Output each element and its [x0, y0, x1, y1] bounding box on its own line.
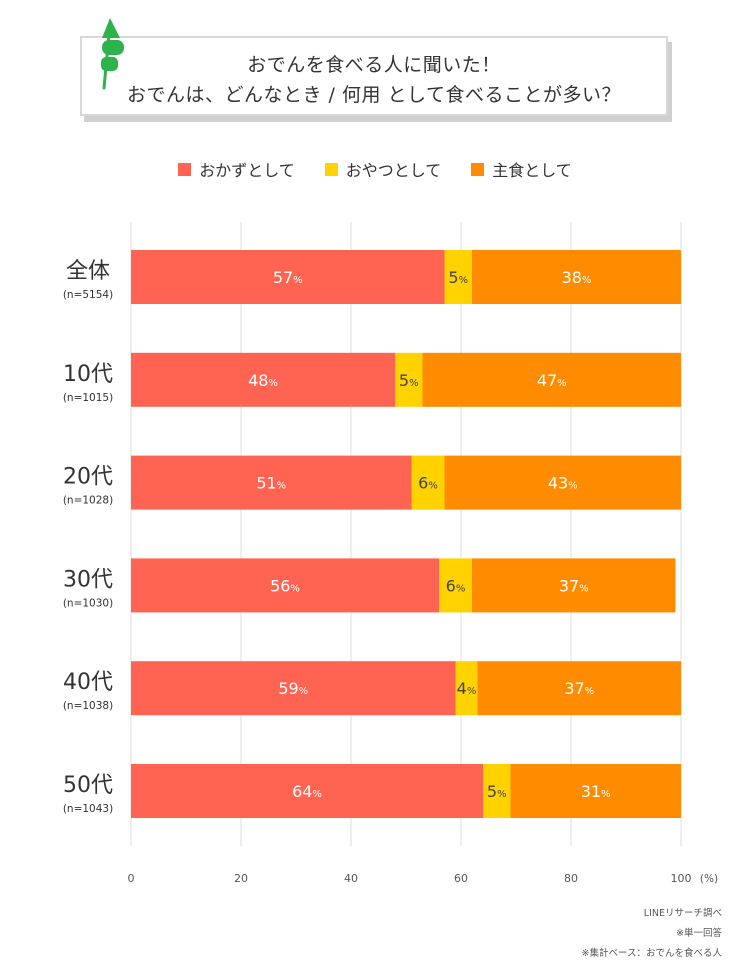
bar-value-label: 38%: [562, 268, 592, 287]
bar-segment: [131, 352, 395, 407]
legend-swatch-oyatsu: [324, 162, 338, 176]
legend-label-oyatsu: おやつとして: [345, 161, 442, 180]
category-label: 全体: [66, 259, 110, 284]
footnote-answer-type: ※単一回答: [676, 928, 722, 939]
bar-segment: [131, 764, 483, 818]
x-tick-label-60: 60: [454, 872, 468, 885]
bar-segment: [131, 558, 439, 613]
bar-segment: [131, 250, 445, 304]
bar-segment: [131, 661, 456, 716]
legend-item-okazu: おかずとして: [178, 157, 295, 181]
bar-value-label: 31%: [581, 782, 611, 801]
x-tick-label-20: 20: [234, 872, 248, 885]
bar-value-label: 5%: [448, 268, 468, 287]
bar-value-label: 5%: [399, 371, 419, 390]
legend-item-shushoku: 主食として: [471, 157, 572, 181]
bar-segment: [483, 764, 511, 818]
category-sample-size: (n=5154): [63, 289, 113, 301]
category-sample-size: (n=1038): [63, 700, 113, 712]
footnote-source: LINEリサーチ調べ: [643, 908, 722, 919]
bar-segment: [444, 455, 681, 510]
legend-swatch-shushoku: [471, 162, 485, 176]
legend-label-okazu: おかずとして: [199, 161, 295, 180]
category-label: 50代: [63, 773, 113, 798]
bar-segment: [422, 352, 681, 407]
chart-title-line1: おでんを食べる人に聞いた！: [247, 54, 501, 76]
bar-segment: [455, 661, 478, 716]
category-label: 20代: [63, 465, 113, 490]
bar-segment: [510, 764, 681, 818]
legend-item-oyatsu: おやつとして: [324, 157, 442, 181]
bar-segment: [131, 455, 412, 510]
bar-value-label: 59%: [278, 679, 308, 698]
chart-title-line2: おでんは、どんなとき / 何用 として食べることが多い？: [127, 84, 621, 106]
bar-value-label: 37%: [559, 576, 589, 595]
bar-segment: [472, 558, 676, 613]
bar-value-label: 6%: [446, 576, 466, 595]
bar-value-label: 37%: [564, 679, 594, 698]
bar-value-label: 5%: [487, 782, 507, 801]
x-unit-label: (%): [700, 873, 718, 885]
category-label: 40代: [63, 670, 113, 695]
bar-value-label: 64%: [292, 782, 322, 801]
bar-value-label: 43%: [548, 474, 578, 493]
legend-swatch-okazu: [178, 162, 192, 176]
category-sample-size: (n=1043): [63, 803, 113, 815]
x-tick-label-80: 80: [564, 872, 578, 885]
bar-segment: [395, 352, 423, 407]
title-box: おでんを食べる人に聞いた！ おでんは、どんなとき / 何用 として食べることが多…: [80, 36, 668, 116]
bar-segment: [439, 558, 472, 613]
bar-value-label: 57%: [273, 268, 303, 287]
category-sample-size: (n=1028): [63, 495, 113, 507]
bar-segment: [472, 250, 681, 304]
bar-value-label: 48%: [248, 371, 278, 390]
legend-label-shushoku: 主食として: [492, 161, 572, 180]
category-label: 30代: [63, 567, 113, 592]
category-sample-size: (n=1030): [63, 597, 113, 609]
x-tick-label-0: 0: [128, 872, 135, 885]
x-tick-label-100: 100: [671, 872, 692, 885]
footnotes: LINEリサーチ調べ ※単一回答 ※集計ベース：おでんを食べる人: [582, 904, 723, 964]
category-label: 10代: [63, 362, 113, 387]
footnote-base: ※集計ベース：おでんを食べる人: [581, 948, 723, 959]
bar-value-label: 51%: [256, 474, 286, 493]
category-sample-size: (n=1015): [63, 392, 113, 404]
stacked-bar-chart: 0 20 40 60 80 100 (%) 全体 (n=5154) 57% 5% 38% 10代 (n=1…: [63, 222, 718, 885]
bar-value-label: 4%: [457, 679, 477, 698]
bar-segment: [477, 661, 681, 716]
bar-value-label: 56%: [270, 576, 300, 595]
x-tick-label-40: 40: [344, 872, 358, 885]
bar-segment: [411, 455, 445, 510]
bar-value-label: 47%: [537, 371, 567, 390]
oden-skewer-icon: [101, 18, 124, 90]
bar-segment: [444, 250, 472, 304]
bar-value-label: 6%: [418, 474, 438, 493]
legend: おかずとして おやつとして 主食として: [0, 157, 750, 181]
